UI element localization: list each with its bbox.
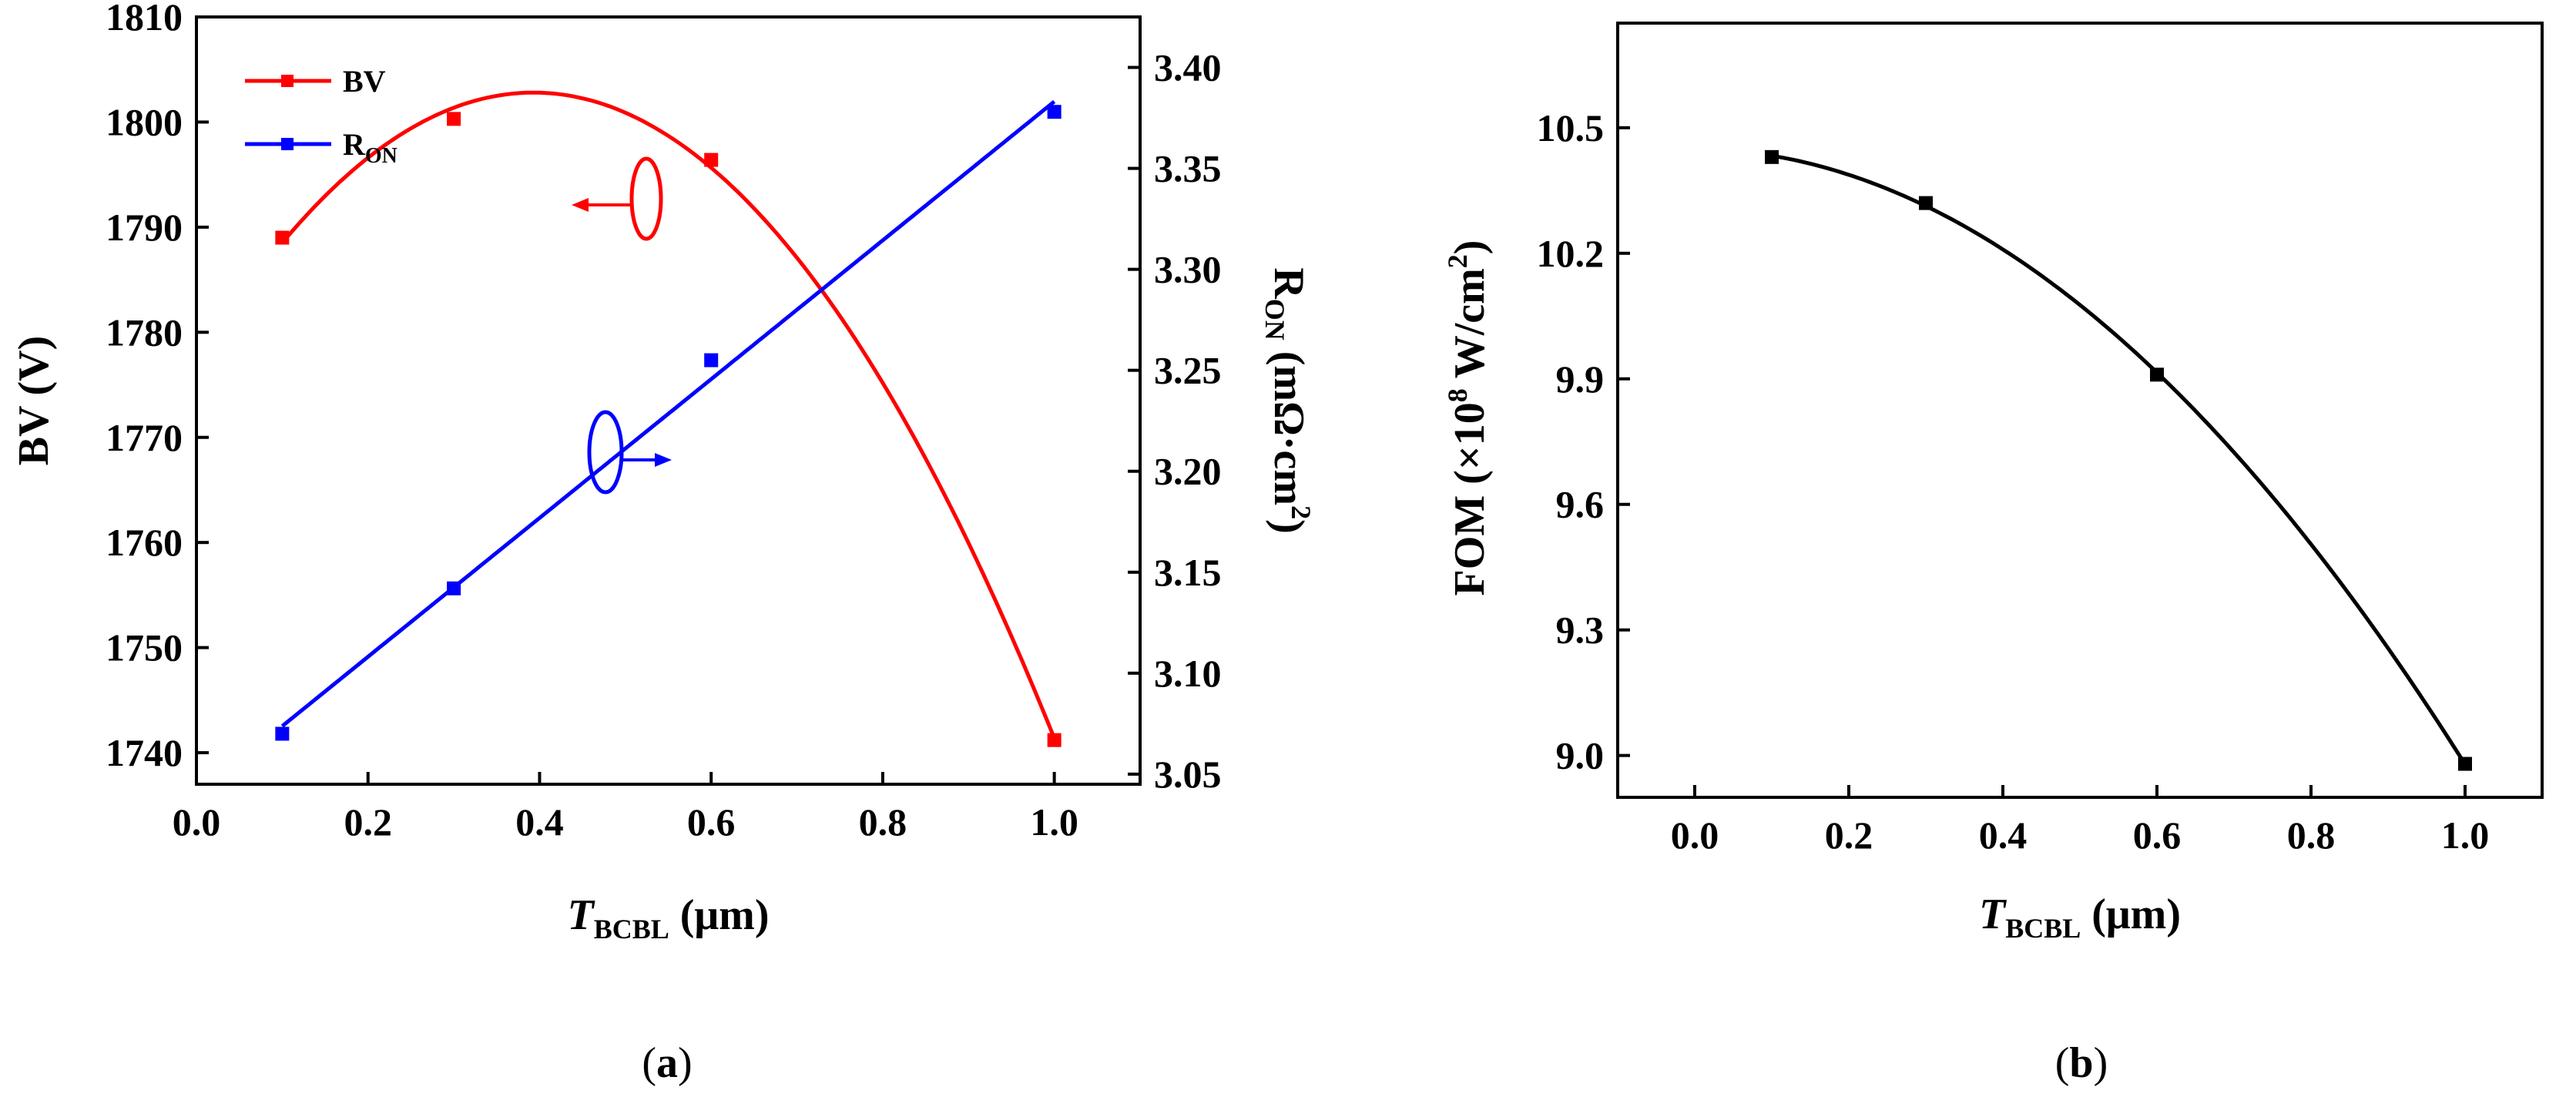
x-title-sub: BCBL [594, 914, 669, 944]
y-left-tick-label-a: 1750 [106, 626, 183, 669]
data-point-bv [275, 230, 290, 245]
series-line-fom [1771, 153, 2467, 766]
y-left-tick-label-a: 1740 [106, 731, 183, 774]
y-left-tick-label-a: 1800 [106, 100, 183, 143]
x-tick-label-a: 1.0 [1030, 800, 1078, 844]
panel-label-letter: b [2069, 1039, 2093, 1087]
y-left-axis-title-a: BV (V) [10, 336, 58, 466]
x-tick-label-b: 0.4 [1979, 814, 2028, 857]
panel-label-open: ( [2055, 1039, 2070, 1087]
legend-sub: ON [365, 144, 397, 168]
y-title-pre: FOM (×10 [1446, 402, 1494, 595]
x-title-main: T [568, 891, 596, 939]
x-axis-title-b: TBCBL (μm) [1979, 891, 2181, 944]
data-point-ron [1047, 105, 1062, 119]
y-right-title-close: ) [1265, 519, 1313, 534]
y-left-tick-label-a: 1780 [106, 310, 183, 354]
legend-main: BV [343, 64, 386, 99]
data-point-ron [275, 726, 290, 741]
x-tick-label-a: 0.6 [687, 800, 736, 844]
ron-axis-indicator-ellipse [587, 410, 624, 495]
panel-label-open: ( [642, 1039, 656, 1087]
x-title-rest: (μm) [2081, 891, 2181, 938]
plot-frame-b [1616, 22, 2544, 799]
panel-label-close: ) [678, 1039, 693, 1087]
x-title-sub: BCBL [2005, 913, 2081, 944]
legend-label-ron: RON [343, 127, 397, 168]
y-right-tick-label-a: 3.25 [1154, 349, 1222, 392]
data-point-fom [2150, 367, 2164, 382]
data-point-ron [704, 353, 719, 367]
y-title-sup2: 2 [1442, 254, 1473, 268]
panel-label-b: (b) [2055, 1039, 2108, 1087]
y-left-tick-label-a: 1770 [106, 416, 183, 459]
data-point-fom [1919, 196, 1933, 210]
bv-axis-indicator-ellipse [629, 156, 663, 241]
panel-label-close: ) [2094, 1039, 2108, 1087]
x-tick-label-a: 0.0 [173, 800, 221, 844]
data-point-ron [447, 581, 461, 595]
legend-marker-bv [281, 75, 293, 87]
legend-label-bv: BV [343, 64, 386, 99]
y-left-tick-label-a: 1760 [106, 521, 183, 564]
y-right-title-sub: ON [1259, 299, 1290, 341]
data-point-bv [447, 112, 461, 126]
y-right-tick-label-a: 3.15 [1154, 551, 1222, 594]
series-line-bv [280, 90, 1056, 740]
bv-axis-indicator-arrowhead [572, 198, 589, 212]
x-tick-label-a: 0.4 [515, 800, 564, 844]
panel-b: 0.0 0.2 0.4 0.6 0.8 1.0 9.0 9.3 9.6 9.9 10.2 10.5 TB… [1442, 22, 2544, 1087]
y-tick-label-b: 9.3 [1556, 609, 1605, 652]
x-tick-label-b: 1.0 [2441, 814, 2490, 857]
y-right-tick-label-a: 3.35 [1154, 147, 1222, 190]
y-right-tick-label-a: 3.20 [1154, 450, 1222, 493]
y-title-sup1: 8 [1442, 388, 1473, 402]
plot-frame-a [195, 15, 1142, 786]
x-axis-title-a: TBCBL (μm) [568, 891, 770, 944]
x-tick-label-b: 0.0 [1671, 814, 1719, 857]
data-point-fom [1765, 149, 1779, 164]
x-title-rest: (μm) [669, 891, 770, 939]
panel-label-a: (a) [642, 1039, 692, 1087]
series-line-ron [280, 99, 1056, 728]
y-title-close: ) [1446, 240, 1494, 255]
legend-marker-ron [281, 138, 293, 150]
y-tick-label-b: 9.0 [1556, 734, 1605, 777]
x-tick-label-b: 0.8 [2287, 814, 2336, 857]
y-tick-label-b: 10.2 [1537, 232, 1605, 275]
data-point-bv [704, 153, 719, 167]
x-tick-label-b: 0.2 [1825, 814, 1873, 857]
y-right-tick-label-a: 3.40 [1154, 46, 1222, 89]
y-axis-title-b: FOM (×108 W/cm2) [1442, 240, 1494, 596]
panel-label-letter: a [656, 1039, 678, 1087]
x-title-main: T [1979, 891, 2007, 938]
y-right-title-sup: 2 [1286, 505, 1317, 519]
y-right-tick-label-a: 3.10 [1154, 652, 1222, 695]
data-point-bv [1047, 733, 1062, 747]
x-tick-label-a: 0.8 [859, 800, 907, 844]
y-left-tick-label-a: 1790 [106, 206, 183, 249]
y-right-title-main: R [1265, 267, 1313, 299]
data-point-fom [2458, 756, 2472, 771]
y-right-title-rest: (mΩ·cm [1265, 341, 1313, 505]
y-right-tick-label-a: 3.05 [1154, 753, 1222, 796]
y-right-tick-label-a: 3.30 [1154, 248, 1222, 291]
legend-main: R [343, 127, 366, 162]
x-tick-label-a: 0.2 [344, 800, 392, 844]
panel-a: 0.0 0.2 0.4 0.6 0.8 1.0 1740 1750 1760 1770 1780 17… [10, 0, 1317, 1087]
y-tick-label-b: 10.5 [1537, 106, 1605, 149]
y-right-axis-title-a: RON (mΩ·cm2) [1259, 267, 1317, 533]
ron-axis-indicator-arrowhead [655, 453, 672, 467]
y-left-tick-label-a: 1810 [106, 0, 183, 39]
y-title-mid: W/cm [1446, 268, 1494, 388]
y-tick-label-b: 9.9 [1556, 357, 1605, 401]
x-tick-label-b: 0.6 [2133, 814, 2182, 857]
y-tick-label-b: 9.6 [1556, 483, 1605, 526]
